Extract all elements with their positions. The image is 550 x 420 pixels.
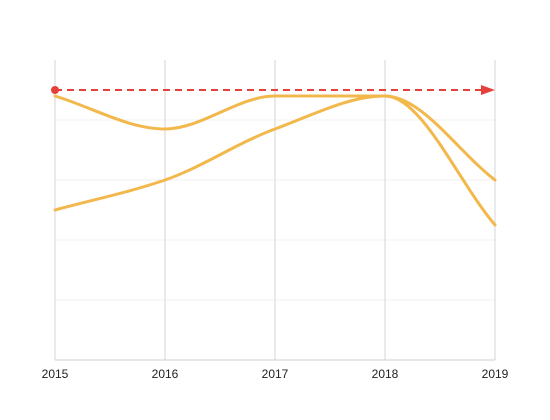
grid <box>54 60 496 361</box>
x-axis-ticks: 2015 2016 2017 2018 2019 <box>42 367 509 381</box>
x-tick-label-2016: 2016 <box>152 367 179 381</box>
x-tick-label-2019: 2019 <box>482 367 509 381</box>
annotation-layer <box>51 85 495 95</box>
series-line-1 <box>53 94 497 227</box>
series-line-2 <box>53 94 497 212</box>
x-tick-label-2015: 2015 <box>42 367 69 381</box>
reference-arrow-start-dot-0 <box>51 86 59 94</box>
x-tick-label-2018: 2018 <box>372 367 399 381</box>
x-tick-label-2017: 2017 <box>262 367 289 381</box>
series-layer <box>53 94 497 227</box>
reference-arrow-head-0 <box>481 85 495 95</box>
